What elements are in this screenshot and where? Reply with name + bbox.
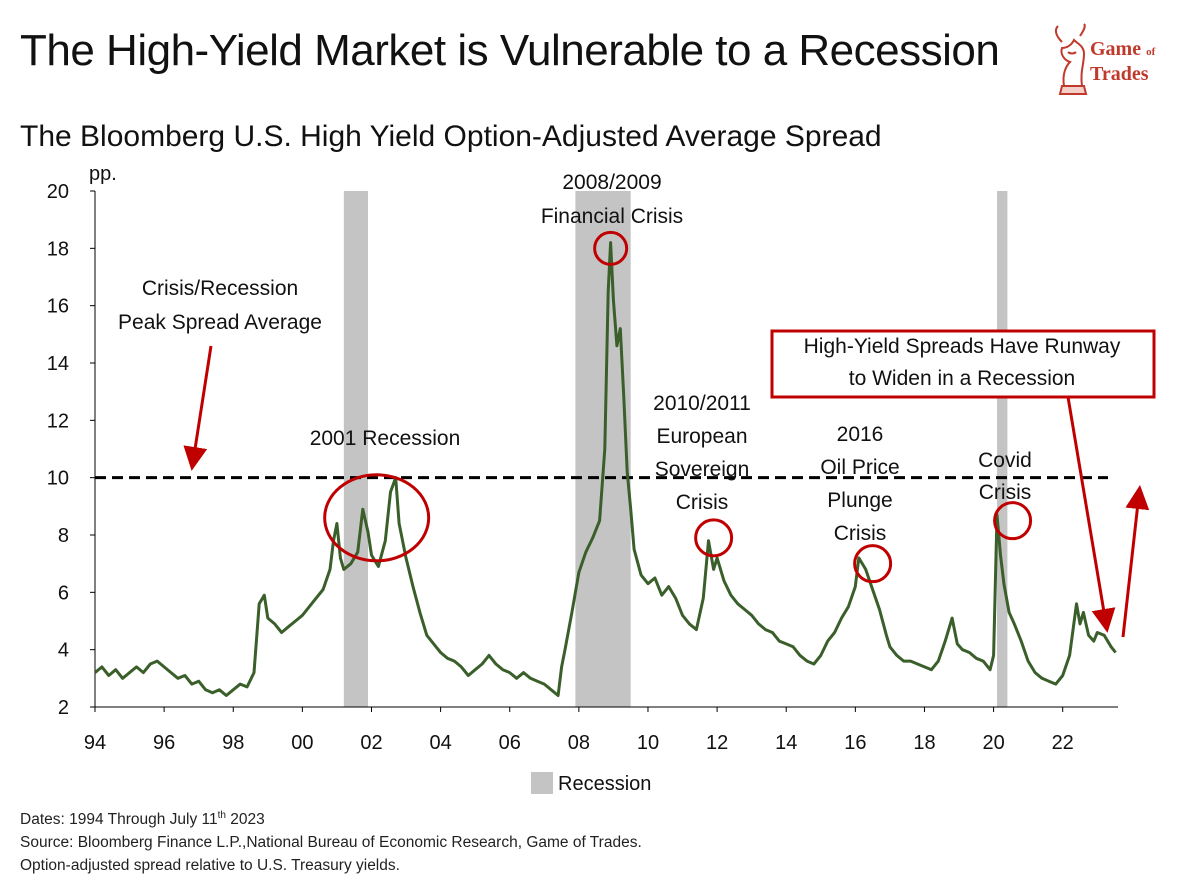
chart-subtitle: The Bloomberg U.S. High Yield Option-Adj…	[20, 120, 882, 153]
x-tick-label: 12	[706, 732, 728, 754]
x-tick-label: 94	[84, 732, 106, 754]
x-tick-label: 10	[637, 732, 659, 754]
x-tick-label: 18	[913, 732, 935, 754]
annotation-2010-crisis-line-2: Sovereign	[655, 458, 750, 481]
y-tick-label: 12	[47, 410, 69, 432]
logo-of: of	[1146, 46, 1156, 58]
y-tick-label: 6	[58, 582, 69, 604]
brand-logo: Game of Trades	[1090, 38, 1155, 85]
annotation-2016-crisis-line-3: Crisis	[834, 522, 887, 545]
bull-chess-knight-icon	[1054, 23, 1088, 95]
x-tick-label: 00	[291, 732, 313, 754]
y-axis-unit: pp.	[89, 163, 117, 185]
logo-line1: Game	[1090, 38, 1142, 60]
circle-2001-recession	[323, 473, 431, 563]
arrow-to-threshold	[183, 345, 213, 471]
annotation-peak-average-line-1: Peak Spread Average	[118, 311, 322, 334]
footer-notes: Dates: 1994 Through July 11th 2023 Sourc…	[20, 804, 642, 877]
annotation-2010-crisis-line-0: 2010/2011	[653, 392, 751, 415]
annotation-covid-crisis-line-0: Covid	[978, 449, 1032, 472]
footer-note: Option-adjusted spread relative to U.S. …	[20, 857, 400, 875]
x-tick-label: 04	[429, 732, 451, 754]
annotation-runway-line-1: to Widen in a Recession	[849, 367, 1075, 390]
x-tick-label: 20	[982, 732, 1004, 754]
x-tick-label: 16	[844, 732, 866, 754]
annotation-2010-crisis-line-3: Crisis	[676, 491, 729, 514]
y-tick-label: 16	[47, 296, 69, 318]
y-tick-label: 20	[47, 181, 69, 203]
annotation-2016-crisis-line-1: Oil Price	[820, 456, 899, 479]
y-tick-label: 10	[47, 468, 69, 490]
annotation-2001-recession-line-0: 2001 Recession	[310, 427, 461, 450]
spread-series-line	[94, 241, 1117, 697]
circle-2011-peak	[694, 518, 734, 558]
y-tick-label: 4	[58, 640, 69, 662]
footer-source: Source: Bloomberg Finance L.P.,National …	[20, 834, 642, 852]
x-tick-label: 98	[222, 732, 244, 754]
annotation-2008-crisis-line-0: 2008/2009	[562, 171, 661, 194]
page-title: The High-Yield Market is Vulnerable to a…	[20, 26, 1000, 75]
logo-line2: Trades	[1090, 63, 1149, 85]
circle-2008-peak	[593, 230, 629, 266]
spread-chart: 2 4 6 8 10 12 14 16 18 20 pp. 94 96 98 00 02 04 06 08 10 12 1…	[47, 163, 1156, 795]
circle-covid-peak	[993, 501, 1033, 541]
x-tick-label: 22	[1052, 732, 1074, 754]
arrow-to-current	[1066, 396, 1116, 633]
annotation-runway-line-0: High-Yield Spreads Have Runway	[804, 335, 1121, 358]
x-tick-label: 96	[153, 732, 175, 754]
arrow-up-widen	[1121, 485, 1150, 638]
x-tick-label: 02	[360, 732, 382, 754]
recession-band-2	[997, 191, 1008, 707]
x-tick-label: 14	[775, 732, 797, 754]
circle-2016-peak	[853, 544, 893, 584]
recession-band-0	[343, 191, 369, 707]
x-tick-label: 08	[568, 732, 590, 754]
y-tick-label: 2	[58, 697, 69, 719]
legend-recession-swatch	[531, 772, 553, 794]
annotation-covid-crisis-line-1: Crisis	[979, 481, 1032, 504]
y-tick-label: 14	[47, 353, 69, 375]
footer-dates: Dates: 1994 Through July 11th 2023	[20, 810, 265, 829]
y-tick-label: 18	[47, 238, 69, 260]
legend-recession-label: Recession	[558, 773, 651, 795]
annotation-2016-crisis-line-0: 2016	[837, 423, 884, 446]
annotation-2016-crisis-line-2: Plunge	[827, 489, 892, 512]
recession-band-1	[575, 191, 631, 707]
y-tick-label: 8	[58, 525, 69, 547]
runway-callout-box	[770, 329, 1156, 399]
x-tick-label: 06	[499, 732, 521, 754]
annotation-2008-crisis-line-1: Financial Crisis	[541, 205, 683, 228]
annotation-2010-crisis-line-1: European	[656, 425, 747, 448]
annotation-peak-average-line-0: Crisis/Recession	[142, 277, 298, 300]
